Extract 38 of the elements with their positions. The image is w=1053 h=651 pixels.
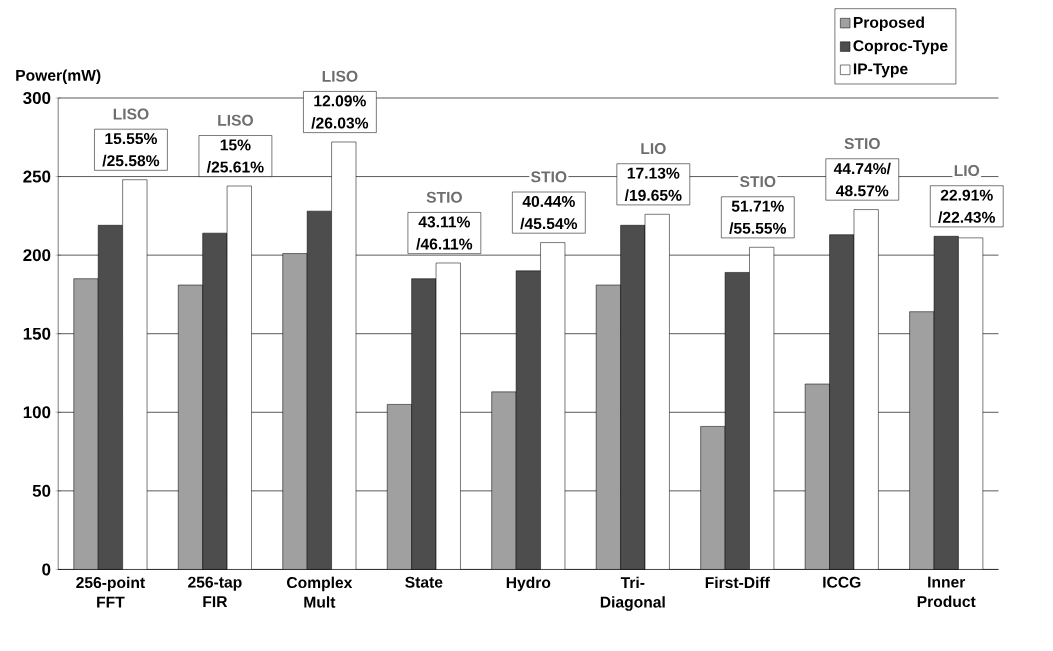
- annotation: 15.55% /25.58%: [102, 133, 160, 167]
- y-axis-title: Power(mW): [16, 69, 101, 85]
- annotation: STIO: [426, 191, 462, 204]
- legend-label: Proposed: [853, 16, 924, 32]
- annotation: STIO: [740, 176, 776, 188]
- x-tick-label: ICCG: [823, 576, 861, 588]
- y-tick-label: 50: [32, 485, 51, 498]
- y-tick-label: 150: [23, 327, 51, 340]
- annotation: 22.91% /22.43%: [938, 189, 995, 224]
- x-tick-label: 256-point FFT: [76, 576, 145, 608]
- annotation: 15% /25.61%: [206, 139, 264, 173]
- x-tick-label: State: [405, 576, 443, 588]
- y-tick-label: 300: [23, 92, 51, 105]
- annotation: 51.71% /55.55%: [729, 200, 787, 235]
- annotation: 17.13% /19.65%: [624, 167, 682, 202]
- x-tick-label: 256-tap FIR: [188, 576, 242, 608]
- x-tick-label: First-Diff: [705, 576, 770, 589]
- legend-label: IP-Type: [853, 63, 908, 78]
- annotation: LIO: [641, 143, 666, 155]
- annotation: 44.74%/ 48.57%: [833, 162, 891, 197]
- x-tick-label: Inner Product: [917, 576, 976, 608]
- y-tick-label: 100: [23, 406, 51, 419]
- x-tick-label: Hydro: [506, 576, 551, 592]
- y-tick-label: 250: [23, 170, 51, 183]
- y-tick-label: 0: [42, 563, 51, 576]
- annotation: 43.11% /46.11%: [416, 216, 473, 250]
- annotation: STIO: [844, 138, 880, 150]
- x-tick-label: Tri- Diagonal: [600, 576, 665, 612]
- annotation: LISO: [218, 115, 253, 127]
- annotation: STIO: [531, 171, 567, 183]
- annotation: LISO: [113, 108, 149, 120]
- y-tick-label: 200: [23, 249, 51, 262]
- text: LISO: [322, 70, 358, 83]
- x-tick-label: Complex Mult: [287, 576, 353, 608]
- annotation: LIO: [954, 165, 980, 177]
- annotation: 40.44% /45.54%: [520, 196, 578, 230]
- annotation: 12.09% /26.03%: [311, 95, 369, 129]
- legend-label: Coproc-Type: [853, 40, 948, 55]
